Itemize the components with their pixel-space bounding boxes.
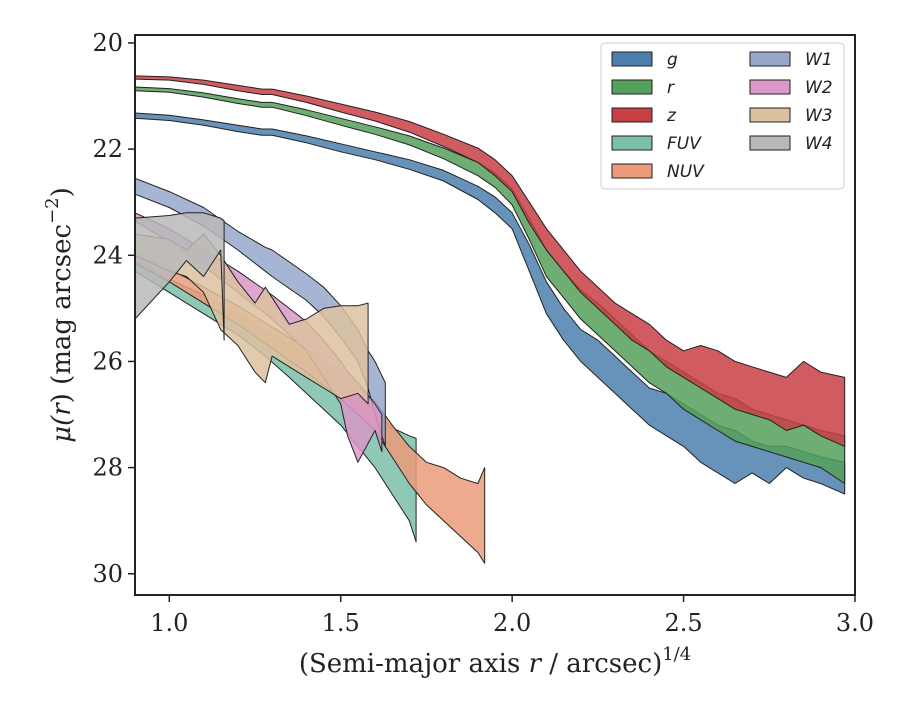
x-tick-label: 3.0 bbox=[836, 609, 874, 637]
legend-swatch-w4 bbox=[749, 135, 791, 151]
band-w4 bbox=[134, 212, 225, 341]
legend-label-z: z bbox=[666, 106, 677, 126]
legend-label-w3: W3 bbox=[805, 106, 833, 126]
legend-label-nuv: NUV bbox=[667, 162, 705, 182]
band-w3 bbox=[134, 233, 369, 405]
x-axis-ticks: 1.0 1.5 2.0 2.5 3.0 bbox=[150, 595, 874, 637]
x-axis-label: (Semi-major axis r / arcsec)1/4 bbox=[299, 644, 691, 679]
x-tick-label: 2.5 bbox=[664, 609, 702, 637]
x-tick-label: 1.0 bbox=[150, 609, 188, 637]
legend-label-w4: W4 bbox=[805, 134, 833, 154]
y-tick-label: 24 bbox=[92, 241, 123, 269]
legend-swatch-fuv bbox=[611, 135, 653, 151]
y-tick-label: 26 bbox=[92, 347, 123, 375]
x-tick-label: 1.5 bbox=[322, 609, 360, 637]
y-tick-label: 28 bbox=[92, 454, 123, 482]
legend-swatch-w2 bbox=[749, 79, 791, 95]
legend-label-fuv: FUV bbox=[667, 134, 702, 154]
legend-swatch-w1 bbox=[749, 51, 791, 67]
legend-swatch-r bbox=[611, 79, 653, 95]
x-tick-label: 2.0 bbox=[493, 609, 531, 637]
y-axis-label: μ(r) (mag arcsec−2) bbox=[42, 187, 77, 443]
y-axis-ticks: 20 22 24 26 28 30 bbox=[92, 29, 135, 588]
y-tick-label: 20 bbox=[92, 29, 123, 57]
band-z bbox=[134, 75, 846, 447]
legend-swatch-nuv bbox=[611, 163, 653, 179]
legend-swatch-z bbox=[611, 107, 653, 123]
legend-label-g: g bbox=[667, 50, 678, 70]
legend-label-w1: W1 bbox=[805, 50, 833, 70]
legend: grz FUV NUV W1 W2 W3 W4 bbox=[600, 42, 845, 190]
legend-swatch-w3 bbox=[749, 107, 791, 123]
legend-label-w2: W2 bbox=[805, 78, 833, 98]
legend-swatch-g bbox=[611, 51, 653, 67]
y-tick-label: 22 bbox=[92, 135, 123, 163]
band-g bbox=[134, 112, 846, 495]
legend-label-r: r bbox=[667, 78, 675, 98]
y-tick-label: 30 bbox=[92, 560, 123, 588]
profile-bands bbox=[134, 75, 846, 564]
plot-frame bbox=[134, 34, 856, 596]
